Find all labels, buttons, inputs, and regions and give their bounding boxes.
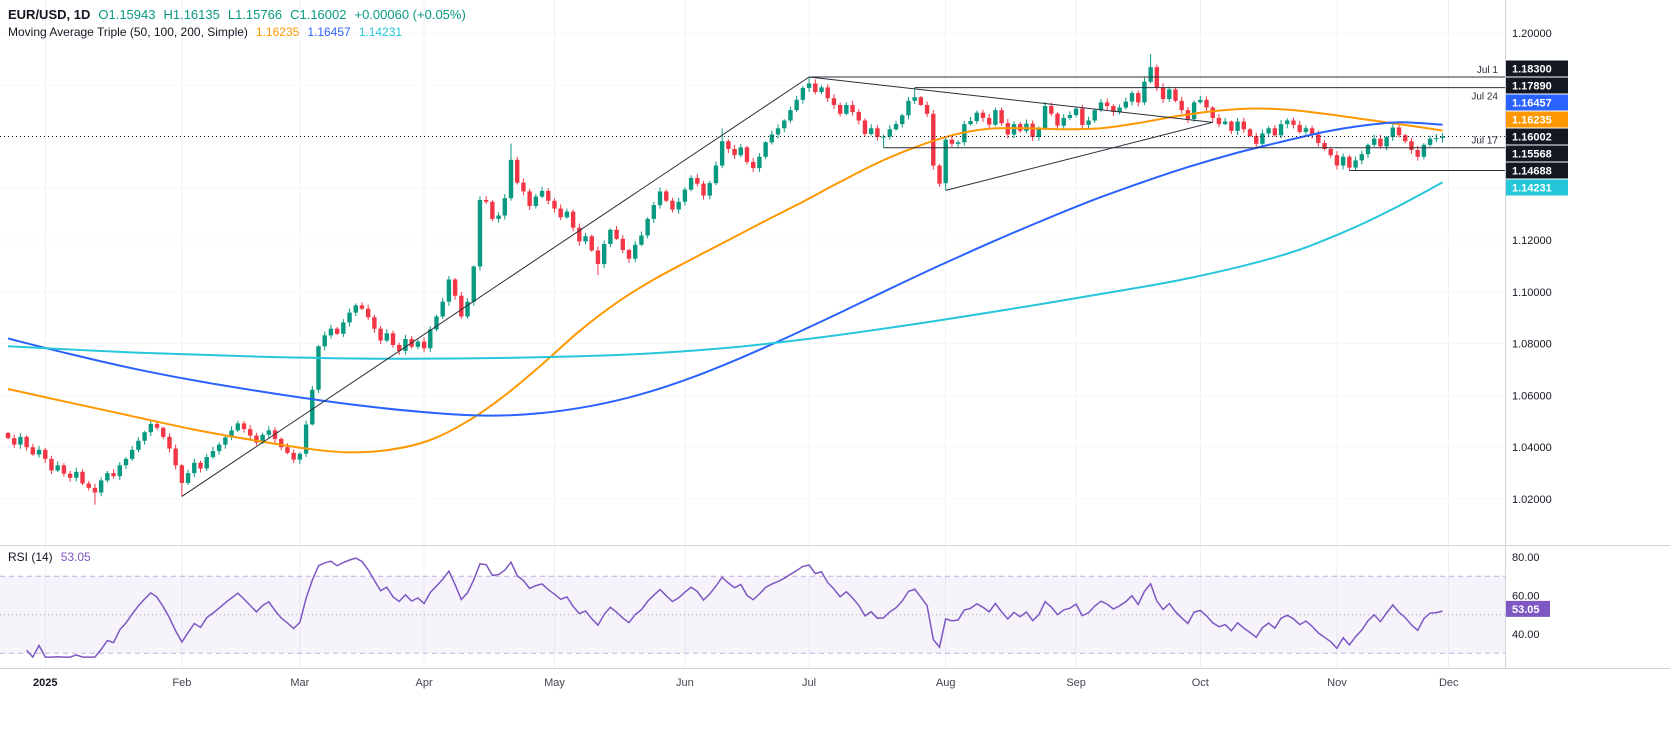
price-badge-text: 1.18300 xyxy=(1512,64,1552,76)
ohlc-low: L1.15766 xyxy=(227,6,283,22)
rsi-value: 53.05 xyxy=(60,550,91,564)
grid-lines xyxy=(44,0,1450,668)
price-badge-text: 1.16235 xyxy=(1512,115,1552,127)
trendline xyxy=(945,121,1213,191)
level-date-label: Jul 17 xyxy=(1471,136,1498,147)
moving-averages-layer xyxy=(7,107,1443,454)
time-axis-label: Dec xyxy=(1439,677,1459,689)
rsi-axis-label: 80.00 xyxy=(1512,552,1540,564)
indicator-title[interactable]: Moving Average Triple (50, 100, 200, Sim… xyxy=(8,25,248,39)
symbol-title[interactable]: EUR/USD, 1D xyxy=(8,6,91,22)
price-axis-label: 1.10000 xyxy=(1512,287,1552,299)
price-badge xyxy=(1506,162,1568,179)
rsi-header: RSI (14) 53.05 xyxy=(8,550,91,564)
price-badge-text: 1.15568 xyxy=(1512,149,1552,161)
rsi-value-badge-text: 53.05 xyxy=(1512,604,1540,616)
time-axis-label: 2025 xyxy=(33,677,57,689)
ohlc-open: O1.15943 xyxy=(98,6,156,22)
trendline xyxy=(809,76,1213,123)
rsi-line[interactable] xyxy=(26,557,1443,659)
time-axis-label: Nov xyxy=(1327,677,1347,689)
price-badge xyxy=(1506,60,1568,77)
rsi-title[interactable]: RSI (14) xyxy=(8,550,53,564)
price-axis-label: 1.02000 xyxy=(1512,494,1552,506)
price-axis-label: 1.12000 xyxy=(1512,235,1552,247)
price-badge xyxy=(1506,94,1568,111)
candles-layer[interactable] xyxy=(5,53,1445,505)
time-axis-label: Aug xyxy=(936,677,956,689)
rsi-value-badge xyxy=(1506,600,1550,617)
price-axis-label: 1.08000 xyxy=(1512,339,1552,351)
rsi-pane xyxy=(0,557,1505,659)
price-badge xyxy=(1506,128,1568,145)
price-badge-text: 1.14231 xyxy=(1512,183,1552,195)
ma100-value: 1.16457 xyxy=(307,25,351,39)
ma50-value: 1.16235 xyxy=(255,25,300,39)
ma200-value: 1.14231 xyxy=(358,25,403,39)
level-date-label: Jul 24 xyxy=(1471,92,1498,103)
time-axis-label: Sep xyxy=(1066,677,1086,689)
time-axis-label: Jul xyxy=(802,677,816,689)
price-badge-text: 1.17890 xyxy=(1512,81,1552,93)
indicator-row: Moving Average Triple (50, 100, 200, Sim… xyxy=(8,24,466,40)
time-axis-label: May xyxy=(544,677,565,689)
price-badge xyxy=(1506,179,1568,196)
rsi-axis-label: 60.00 xyxy=(1512,591,1540,603)
ohlc-change: +0.00060 (+0.05%) xyxy=(354,6,466,22)
price-badge-text: 1.16002 xyxy=(1512,132,1552,144)
symbol-ohlc-row: EUR/USD, 1D O1.15943 H1.16135 L1.15766 C… xyxy=(8,6,466,22)
ma-line-200[interactable] xyxy=(7,181,1443,360)
price-axis-label: 1.06000 xyxy=(1512,390,1552,402)
time-axis-label: Mar xyxy=(290,677,309,689)
level-date-label: Jul 1 xyxy=(1477,65,1499,76)
ma-line-50[interactable] xyxy=(7,107,1443,454)
price-badge xyxy=(1506,145,1568,162)
rsi-axis-label: 40.00 xyxy=(1512,629,1540,641)
ma-line-100[interactable] xyxy=(7,121,1443,417)
time-axis-label: Oct xyxy=(1192,677,1209,689)
time-axis-label: Apr xyxy=(416,677,433,689)
ohlc-high: H1.16135 xyxy=(163,6,220,22)
time-axis-label: Feb xyxy=(172,677,191,689)
price-badge xyxy=(1506,77,1568,94)
trendline xyxy=(181,76,810,497)
drawings-layer[interactable]: Jul 1 Jul 24 Jul 17 xyxy=(0,65,1505,497)
price-axis-label: 1.20000 xyxy=(1512,28,1552,40)
ohlc-close: C1.16002 xyxy=(290,6,347,22)
chart-header: EUR/USD, 1D O1.15943 H1.16135 L1.15766 C… xyxy=(8,6,466,40)
price-badge xyxy=(1506,111,1568,128)
time-axis[interactable]: 2025 Feb Mar Apr May Jun Jul Aug Sep Oct Nov Dec xyxy=(33,677,1459,689)
price-badge-text: 1.16457 xyxy=(1512,98,1552,110)
time-axis-label: Jun xyxy=(676,677,694,689)
price-badge-text: 1.14688 xyxy=(1512,166,1552,178)
price-axis-label: 1.04000 xyxy=(1512,442,1552,454)
